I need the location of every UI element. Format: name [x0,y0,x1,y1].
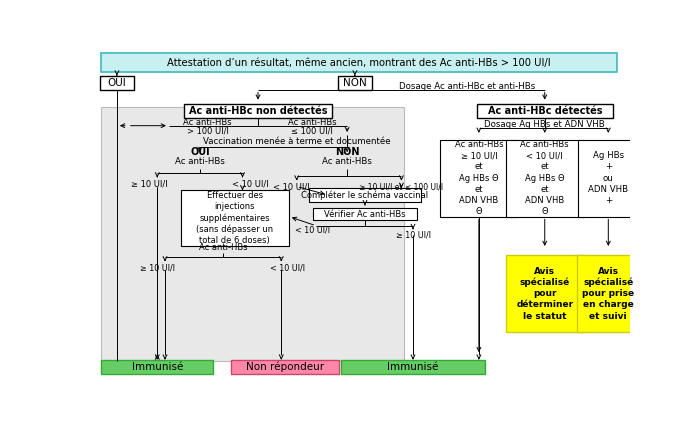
Text: ≤ 100 UI/l: ≤ 100 UI/l [291,127,333,136]
Text: Dosage Ag HBs et ADN VHB: Dosage Ag HBs et ADN VHB [484,120,605,129]
Text: Non répondeur: Non répondeur [246,361,324,372]
Bar [101,360,214,374]
Text: Ac anti-HBc non détectés: Ac anti-HBc non détectés [189,106,328,116]
Bar [577,255,640,332]
Text: < 10 UI/l: < 10 UI/l [295,225,330,234]
Text: OUI: OUI [108,78,126,88]
Text: Vérifier Ac anti-HBs: Vérifier Ac anti-HBs [324,210,406,219]
Bar [101,53,617,72]
Text: Attestation d’un résultat, même ancien, montrant des Ac anti-HBs > 100 UI/l: Attestation d’un résultat, même ancien, … [167,57,551,68]
Text: Ac anti-HBs: Ac anti-HBs [322,157,372,166]
Text: OUI: OUI [190,147,210,157]
Bar [100,76,134,90]
Bar [181,190,289,246]
Text: Ac anti-HBs: Ac anti-HBs [199,243,247,252]
Text: Vaccination menée à terme et documentée: Vaccination menée à terme et documentée [203,136,391,146]
Text: NON: NON [335,147,359,157]
Text: < 10 UI/l: < 10 UI/l [270,264,305,273]
Text: < 10 UI/l: < 10 UI/l [232,180,269,189]
Text: Effectuer des
injections
supplémentaires
(sans dépasser un
total de 6 doses): Effectuer des injections supplémentaires… [196,191,273,246]
Text: Ac anti-HBs
≥ 10 UI/l
et
Ag HBs Θ
et
ADN VHB
Θ: Ac anti-HBs ≥ 10 UI/l et Ag HBs Θ et ADN… [454,140,503,216]
Bar [313,208,417,221]
Bar [506,255,584,332]
Text: Dosage Ac anti-HBc et anti-HBs: Dosage Ac anti-HBc et anti-HBs [399,82,536,91]
Bar [477,104,612,118]
Text: Avis
spécialisé
pour prise
en charge
et suivi: Avis spécialisé pour prise en charge et … [582,266,634,320]
Text: ≥ 10 UI/l: ≥ 10 UI/l [395,230,430,240]
Text: ≥ 10 UI/l: ≥ 10 UI/l [140,264,175,273]
Bar [440,139,517,217]
Text: Ac anti-HBs
< 10 UI/l
et
Ag HBs Θ
et
ADN VHB
Θ: Ac anti-HBs < 10 UI/l et Ag HBs Θ et ADN… [520,140,569,216]
Text: Immunisé: Immunisé [387,362,439,372]
Text: > 100 UI/l: > 100 UI/l [187,127,229,136]
Bar [231,360,340,374]
Text: Avis
spécialisé
pour
déterminer
le statut: Avis spécialisé pour déterminer le statu… [516,266,573,320]
Bar [309,188,421,202]
Text: < 10 UI/l: < 10 UI/l [273,183,309,192]
Bar [184,104,332,118]
Bar [338,76,372,90]
Text: Ac anti-HBs: Ac anti-HBs [288,118,337,127]
Text: ≥ 10 UI/l et ≤ 100 UI/l: ≥ 10 UI/l et ≤ 100 UI/l [359,183,443,192]
Bar [506,139,584,217]
Bar [102,107,404,361]
Text: ≥ 10 UI/l: ≥ 10 UI/l [131,180,168,189]
Text: Compléter le schéma vaccinal: Compléter le schéma vaccinal [302,190,428,200]
Bar [342,360,484,374]
Text: Ag HBs
+
ou
ADN VHB
+: Ag HBs + ou ADN VHB + [588,151,629,205]
Text: Ac anti-HBc détectés: Ac anti-HBc détectés [487,106,602,116]
Text: Ac anti-HBs: Ac anti-HBs [175,157,225,166]
Text: Immunisé: Immunisé [132,362,183,372]
Text: NON: NON [343,78,367,88]
Text: Ac anti-HBs: Ac anti-HBs [183,118,232,127]
Bar [578,139,638,217]
